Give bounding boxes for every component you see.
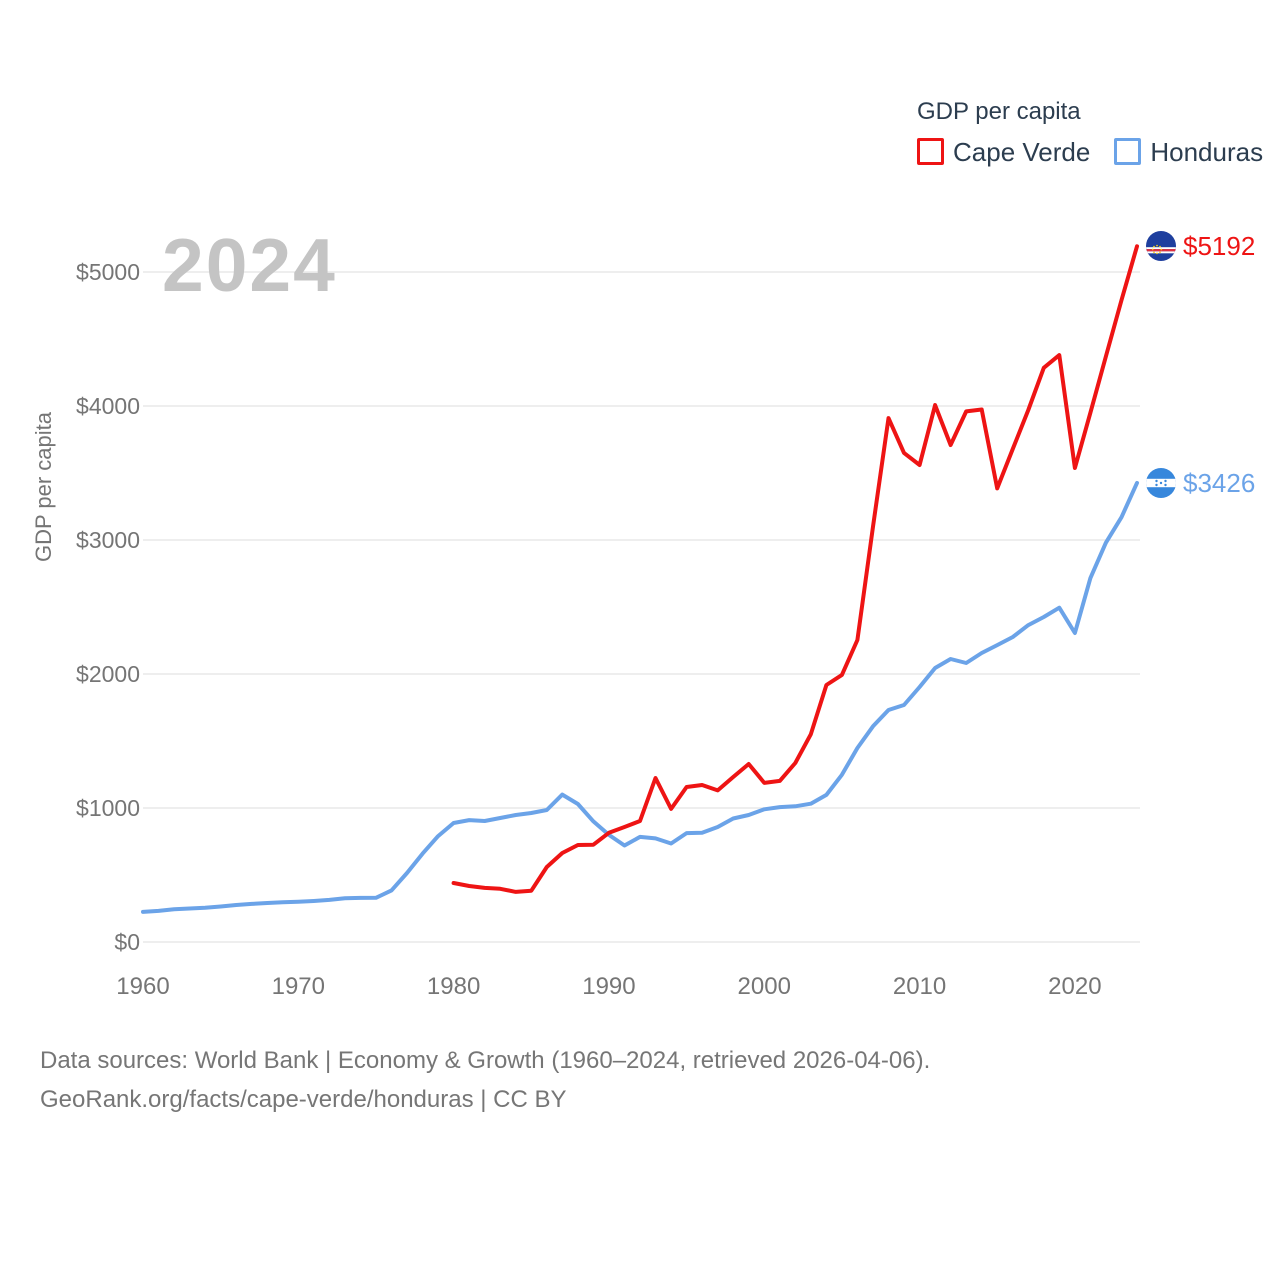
data-source-note: Data sources: World Bank | Economy & Gro… [40, 1041, 1240, 1119]
x-tick-label: 2010 [892, 973, 947, 1000]
x-tick-label: 1970 [271, 973, 325, 1000]
y-tick-label: $2000 [76, 661, 140, 687]
y-tick-label: $0 [114, 929, 140, 955]
y-axis-title: GDP per capita [31, 411, 56, 563]
legend-item-honduras[interactable]: Honduras [1114, 136, 1264, 167]
year-watermark: 2024 [162, 223, 337, 307]
cape-verde-swatch [917, 138, 944, 166]
legend-title: GDP per capita [917, 98, 1081, 125]
cape-verde-flag-icon [1146, 231, 1176, 262]
legend: GDP per capita Cape Verde Honduras [917, 98, 1264, 167]
honduras-end-value: $3426 [1183, 467, 1256, 498]
y-tick-label: $4000 [76, 393, 140, 419]
legend-label-honduras: Honduras [1150, 136, 1264, 167]
y-tick-label: $1000 [76, 795, 140, 821]
honduras-flag-icon [1146, 467, 1176, 498]
legend-item-cape-verde[interactable]: Cape Verde [917, 136, 1091, 167]
y-tick-label: $3000 [76, 527, 140, 553]
data-source-line1: Data sources: World Bank | Economy & Gro… [40, 1047, 931, 1074]
legend-items: Cape Verde Honduras [917, 136, 1264, 167]
x-tick-label: 1960 [116, 973, 170, 1000]
x-tick-label: 2020 [1048, 973, 1102, 1000]
legend-label-cape-verde: Cape Verde [953, 136, 1091, 167]
x-tick-label: 1990 [582, 973, 636, 1000]
data-source-line2: GeoRank.org/facts/cape-verde/honduras | … [40, 1086, 567, 1113]
honduras-line [141, 480, 1139, 914]
cape-verde-end-value: $5192 [1183, 231, 1256, 262]
x-tick-label: 2000 [737, 973, 791, 1000]
x-tick-label: 1980 [426, 973, 481, 1000]
gdp-line-chart [141, 244, 1140, 943]
y-tick-label: $5000 [76, 259, 140, 285]
cape-verde-line [451, 244, 1139, 894]
honduras-swatch [1114, 138, 1142, 166]
